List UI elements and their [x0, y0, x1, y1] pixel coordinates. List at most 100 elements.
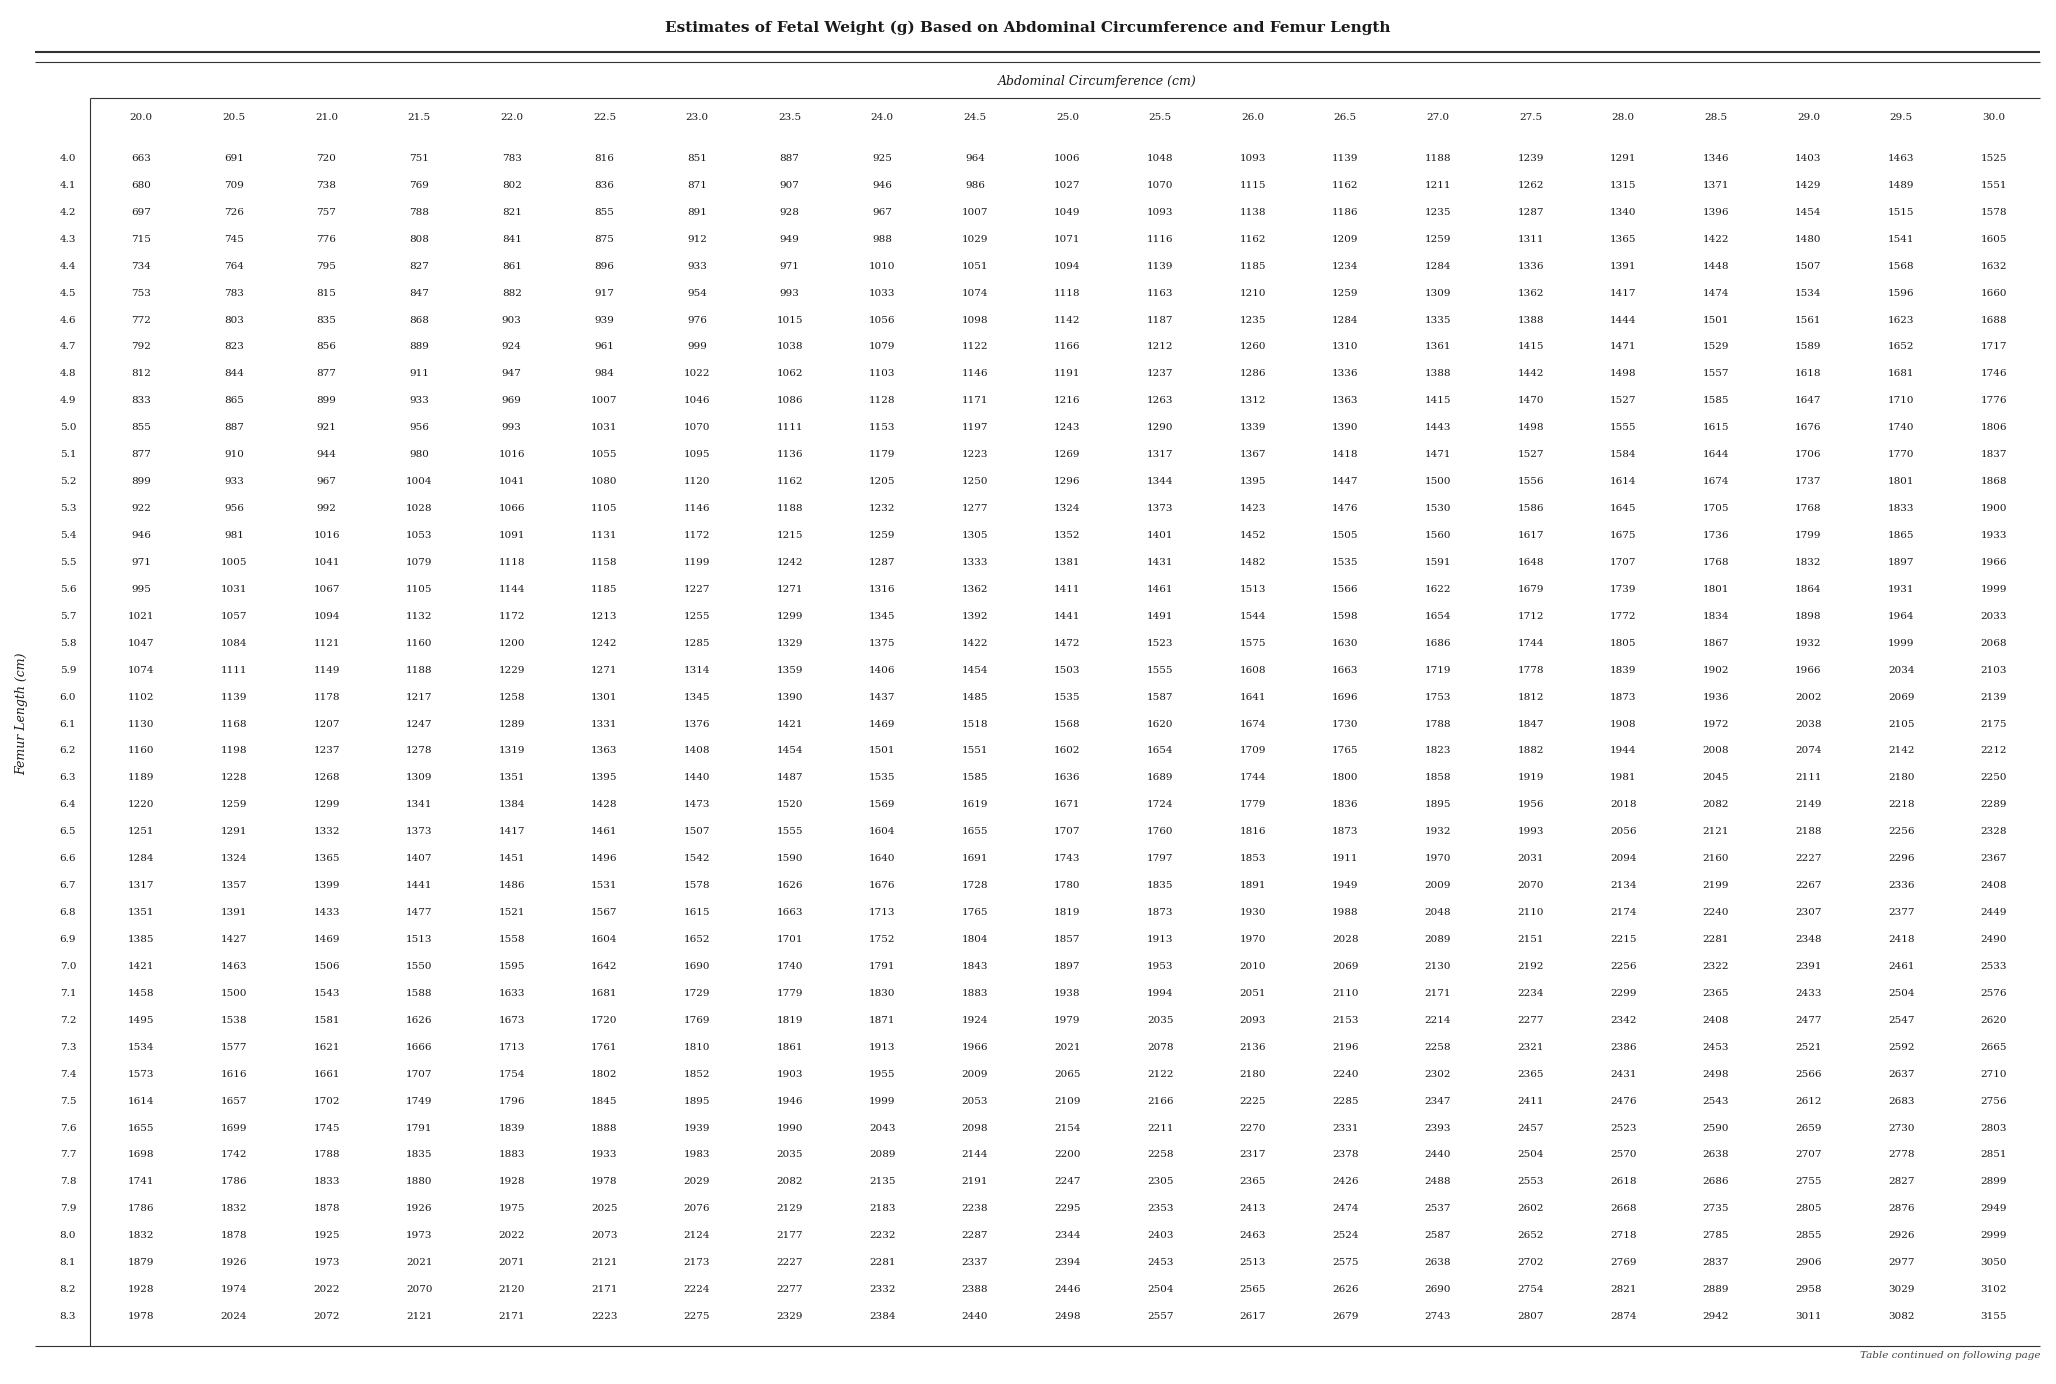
Text: 2899: 2899 — [1980, 1178, 2007, 1186]
Text: 2718: 2718 — [1610, 1232, 1637, 1240]
Text: 1805: 1805 — [1610, 639, 1637, 648]
Text: 1311: 1311 — [1517, 235, 1544, 244]
Text: 1407: 1407 — [405, 854, 432, 864]
Text: 1005: 1005 — [220, 558, 247, 567]
Text: 1016: 1016 — [313, 531, 339, 540]
Text: 5.2: 5.2 — [60, 477, 76, 486]
Text: 2008: 2008 — [1702, 746, 1729, 756]
Text: 2344: 2344 — [1055, 1232, 1081, 1240]
Text: 1832: 1832 — [1795, 558, 1822, 567]
Text: 1978: 1978 — [592, 1178, 617, 1186]
Text: 833: 833 — [132, 396, 152, 406]
Text: 1647: 1647 — [1795, 396, 1822, 406]
Text: 1289: 1289 — [498, 720, 524, 728]
Text: 2053: 2053 — [962, 1096, 989, 1106]
Text: 1617: 1617 — [1517, 531, 1544, 540]
Text: 2160: 2160 — [1702, 854, 1729, 864]
Text: 1361: 1361 — [1425, 342, 1452, 352]
Text: 1421: 1421 — [127, 962, 154, 972]
Text: 1324: 1324 — [1055, 504, 1081, 513]
Text: 1791: 1791 — [405, 1124, 432, 1132]
Text: 2082: 2082 — [1702, 800, 1729, 810]
Text: 2173: 2173 — [685, 1258, 709, 1268]
Text: 1079: 1079 — [405, 558, 432, 567]
Text: 2010: 2010 — [1240, 962, 1266, 972]
Text: 1973: 1973 — [405, 1232, 432, 1240]
Text: 2199: 2199 — [1702, 882, 1729, 890]
Text: 1188: 1188 — [777, 504, 804, 513]
Text: 2547: 2547 — [1887, 1016, 1914, 1024]
Text: 1362: 1362 — [962, 585, 989, 594]
Text: 1365: 1365 — [1610, 235, 1637, 244]
Text: Femur Length (cm): Femur Length (cm) — [16, 653, 29, 775]
Text: 2876: 2876 — [1887, 1204, 1914, 1214]
Text: 1834: 1834 — [1702, 612, 1729, 621]
Text: 1749: 1749 — [405, 1096, 432, 1106]
Text: 1105: 1105 — [592, 504, 617, 513]
Text: 2575: 2575 — [1332, 1258, 1359, 1268]
Text: 1309: 1309 — [1425, 289, 1452, 298]
Text: 1086: 1086 — [777, 396, 804, 406]
Text: 1477: 1477 — [405, 908, 432, 918]
Text: 1760: 1760 — [1147, 828, 1174, 836]
Text: 1053: 1053 — [405, 531, 432, 540]
Text: 788: 788 — [409, 208, 430, 217]
Text: 1681: 1681 — [1887, 370, 1914, 378]
Text: 1021: 1021 — [127, 612, 154, 621]
Text: 1531: 1531 — [592, 882, 617, 890]
Text: 2521: 2521 — [1795, 1042, 1822, 1052]
Text: 1674: 1674 — [1240, 720, 1266, 728]
Text: 1315: 1315 — [1610, 181, 1637, 190]
Text: 4.6: 4.6 — [60, 316, 76, 325]
Text: 2211: 2211 — [1147, 1124, 1174, 1132]
Text: 2710: 2710 — [1980, 1070, 2007, 1078]
Text: 2120: 2120 — [498, 1286, 524, 1294]
Text: 8.1: 8.1 — [60, 1258, 76, 1268]
Text: 861: 861 — [502, 262, 522, 271]
Text: 2174: 2174 — [1610, 908, 1637, 918]
Text: 984: 984 — [594, 370, 615, 378]
Text: 2587: 2587 — [1425, 1232, 1452, 1240]
Text: 1324: 1324 — [220, 854, 247, 864]
Text: 1858: 1858 — [1425, 774, 1452, 782]
Text: 1655: 1655 — [127, 1124, 154, 1132]
Text: 1970: 1970 — [1240, 936, 1266, 944]
Text: 1158: 1158 — [592, 558, 617, 567]
Text: 1551: 1551 — [1980, 181, 2007, 190]
Text: 1111: 1111 — [220, 666, 247, 674]
Text: 1778: 1778 — [1517, 666, 1544, 674]
Text: 967: 967 — [872, 208, 892, 217]
Text: 1443: 1443 — [1425, 424, 1452, 432]
Text: 1471: 1471 — [1425, 450, 1452, 459]
Text: 2009: 2009 — [1425, 882, 1452, 890]
Text: 868: 868 — [409, 316, 430, 325]
Text: 2144: 2144 — [962, 1150, 989, 1160]
Text: 1080: 1080 — [592, 477, 617, 486]
Text: 2192: 2192 — [1517, 962, 1544, 972]
Text: 2218: 2218 — [1887, 800, 1914, 810]
Text: 1346: 1346 — [1702, 154, 1729, 163]
Text: 1585: 1585 — [962, 774, 989, 782]
Text: 1878: 1878 — [220, 1232, 247, 1240]
Text: 2659: 2659 — [1795, 1124, 1822, 1132]
Text: 1640: 1640 — [870, 854, 896, 864]
Text: 1390: 1390 — [1332, 424, 1359, 432]
Text: 2149: 2149 — [1795, 800, 1822, 810]
Text: 1242: 1242 — [777, 558, 804, 567]
Text: 2926: 2926 — [1887, 1232, 1914, 1240]
Text: 1268: 1268 — [313, 774, 339, 782]
Text: 1676: 1676 — [1795, 424, 1822, 432]
Text: 1946: 1946 — [777, 1096, 804, 1106]
Text: 1033: 1033 — [870, 289, 896, 298]
Text: 1496: 1496 — [592, 854, 617, 864]
Text: 1816: 1816 — [1240, 828, 1266, 836]
Text: 1262: 1262 — [1517, 181, 1544, 190]
Text: 1523: 1523 — [1147, 639, 1174, 648]
Text: 1115: 1115 — [1240, 181, 1266, 190]
Text: 7.2: 7.2 — [60, 1016, 76, 1024]
Text: 1888: 1888 — [592, 1124, 617, 1132]
Text: 2018: 2018 — [1610, 800, 1637, 810]
Text: 2154: 2154 — [1055, 1124, 1081, 1132]
Text: 1130: 1130 — [127, 720, 154, 728]
Text: 851: 851 — [687, 154, 707, 163]
